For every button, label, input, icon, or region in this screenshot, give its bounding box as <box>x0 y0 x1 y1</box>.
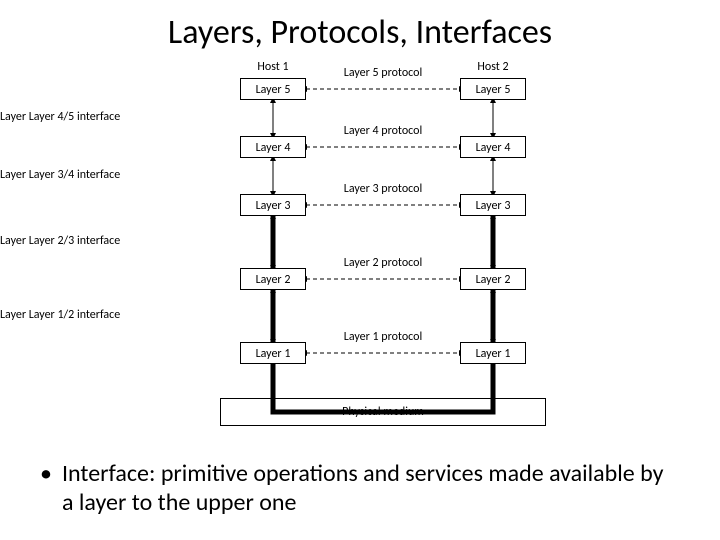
slide-title: Layers, Protocols, Interfaces <box>0 12 720 53</box>
layer-diagram: Host 1 Host 2 Layer 5 Layer 4 Layer 3 La… <box>130 58 590 448</box>
h2-layer2-box: Layer 2 <box>460 268 526 290</box>
iface23-label: Layer Layer 2/3 interface <box>0 234 140 248</box>
h2-layer1-box: Layer 1 <box>460 342 526 364</box>
proto5-label: Layer 5 protocol <box>308 66 458 80</box>
h1-layer4-box: Layer 4 <box>240 136 306 158</box>
bullet-item: • Interface: primitive operations and se… <box>40 460 680 518</box>
h1-layer1-box: Layer 1 <box>240 342 306 364</box>
h2-layer4-box: Layer 4 <box>460 136 526 158</box>
physical-medium-box: Physical medium <box>220 398 546 426</box>
h1-layer5-box: Layer 5 <box>240 78 306 100</box>
host2-label: Host 2 <box>460 60 526 74</box>
h1-layer3-box: Layer 3 <box>240 194 306 216</box>
proto3-label: Layer 3 protocol <box>308 182 458 196</box>
proto2-label: Layer 2 protocol <box>308 256 458 270</box>
h1-layer2-box: Layer 2 <box>240 268 306 290</box>
iface34-label: Layer Layer 3/4 interface <box>0 168 140 182</box>
iface12-label: Layer Layer 1/2 interface <box>0 308 140 322</box>
host1-label: Host 1 <box>240 60 306 74</box>
proto1-label: Layer 1 protocol <box>308 330 458 344</box>
h2-layer5-box: Layer 5 <box>460 78 526 100</box>
bullet-text: Interface: primitive operations and serv… <box>62 460 680 518</box>
h2-layer3-box: Layer 3 <box>460 194 526 216</box>
iface45-label: Layer Layer 4/5 interface <box>0 110 140 124</box>
bullet-marker: • <box>40 460 52 489</box>
proto4-label: Layer 4 protocol <box>308 124 458 138</box>
